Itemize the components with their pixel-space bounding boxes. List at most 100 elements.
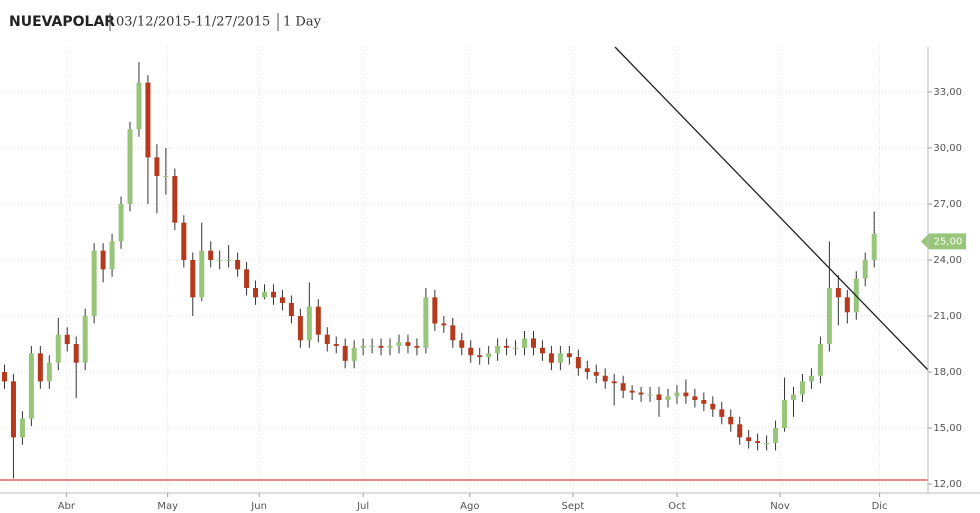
candle-body: [755, 441, 761, 443]
candle-body: [154, 157, 160, 177]
candle-body: [764, 442, 770, 444]
candle-body: [459, 340, 465, 348]
x-tick-label: Ago: [460, 501, 479, 512]
symbol: NUEVAPOLAR: [9, 14, 115, 30]
candle-body: [19, 418, 25, 438]
candle-body: [145, 82, 151, 158]
candle-body: [405, 342, 411, 346]
candle-body: [477, 355, 483, 358]
candle-body: [611, 381, 617, 384]
candle-body: [10, 381, 16, 438]
candle-body: [244, 269, 250, 289]
candle-body: [387, 345, 393, 348]
candle-body: [270, 291, 276, 298]
candle-body: [100, 250, 106, 270]
candle-body: [575, 357, 581, 369]
trend-line: [614, 46, 929, 371]
x-tick-label: Oct: [668, 501, 685, 512]
candle-body: [629, 390, 635, 393]
last-price-tag: [921, 233, 966, 250]
candle-body: [468, 347, 474, 356]
candle-body: [530, 338, 536, 348]
candle-body: [262, 291, 268, 298]
candle-body: [674, 392, 680, 397]
candle-body: [557, 353, 563, 363]
candle-body: [235, 260, 241, 270]
candle-body: [342, 345, 348, 361]
date-range: 03/12/2015-11/27/2015: [116, 15, 270, 30]
candle-body: [315, 306, 321, 335]
candle-body: [737, 424, 743, 438]
last-price-label: 25,00: [934, 236, 963, 247]
candle-body: [513, 347, 519, 349]
x-tick-label: May: [157, 501, 178, 512]
candle-body: [522, 338, 528, 348]
candle-body: [719, 409, 725, 417]
candle-body: [701, 400, 707, 404]
candle-body: [450, 325, 456, 341]
candle-body: [441, 323, 447, 326]
x-tick-label: Sept: [562, 501, 585, 512]
candle-body: [602, 375, 608, 382]
candle-body: [351, 347, 357, 361]
x-tick-label: Abr: [58, 501, 76, 512]
candle-body: [217, 260, 223, 262]
candle-body: [1, 372, 7, 382]
candle-body: [208, 250, 214, 261]
candle-body: [728, 416, 734, 425]
candle-body: [548, 353, 554, 363]
candle-body: [432, 297, 438, 324]
candle-body: [199, 250, 205, 298]
candle-body: [862, 260, 868, 279]
y-tick-label: 33,00: [933, 87, 962, 98]
candle-body: [109, 241, 115, 270]
candle-body: [55, 334, 61, 363]
y-tick-label: 15,00: [933, 423, 962, 434]
candle-body: [665, 396, 671, 401]
candle-body: [297, 316, 303, 341]
x-tick-label: Jun: [250, 501, 267, 512]
candle-body: [369, 345, 375, 347]
candle-body: [486, 353, 492, 358]
candle-body: [118, 204, 124, 242]
candle-body: [181, 222, 187, 261]
candle-body: [127, 129, 133, 205]
candle-body: [620, 383, 626, 391]
candle-body: [28, 353, 34, 419]
candle-body: [333, 344, 339, 346]
x-tick-label: Dic: [872, 501, 888, 512]
candle-body: [37, 353, 43, 382]
candle-body: [226, 260, 232, 262]
y-tick-label: 18,00: [933, 367, 962, 378]
candle-body: [773, 428, 779, 443]
candle-body: [593, 372, 599, 376]
candle-body: [91, 250, 97, 317]
candle-body: [656, 394, 662, 401]
candle-body: [683, 392, 689, 397]
y-tick-label: 21,00: [933, 311, 962, 322]
candle-body: [566, 353, 572, 358]
candle-body: [306, 306, 312, 341]
y-tick-label: 27,00: [933, 199, 962, 210]
y-tick-label: 24,00: [933, 255, 962, 266]
candle-body: [504, 345, 510, 348]
candle-body: [647, 394, 653, 396]
candle-body: [782, 400, 788, 429]
candle-body: [324, 334, 330, 345]
x-tick-label: Jul: [356, 501, 369, 512]
candle-body: [136, 82, 142, 130]
y-tick-label: 12,00: [933, 479, 962, 490]
candle-body: [638, 392, 644, 395]
candle-body: [584, 368, 590, 373]
candle-body: [288, 302, 294, 317]
candle-body: [692, 396, 698, 401]
candle-body: [73, 344, 79, 363]
candle-body: [163, 176, 169, 178]
y-tick-label: 30,00: [933, 143, 962, 154]
candle-body: [835, 288, 841, 298]
candle-body: [539, 347, 545, 354]
candle-body: [64, 334, 70, 345]
candle-body: [46, 362, 52, 382]
candle-body: [826, 288, 832, 345]
